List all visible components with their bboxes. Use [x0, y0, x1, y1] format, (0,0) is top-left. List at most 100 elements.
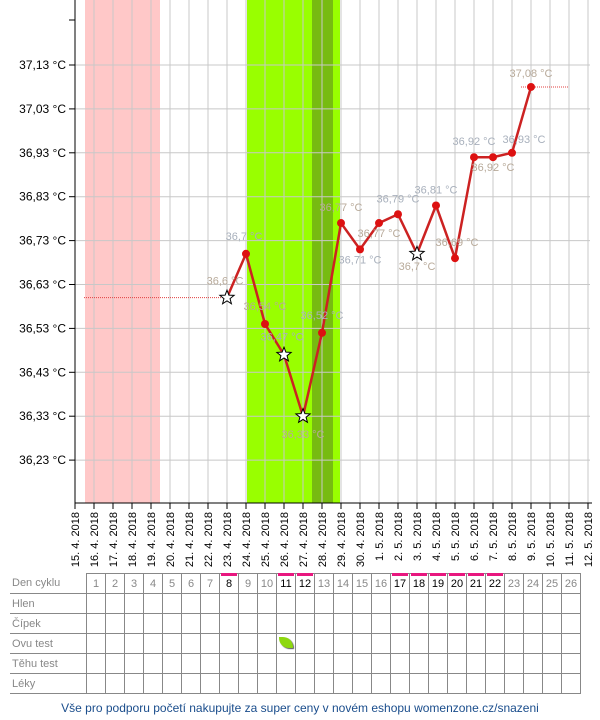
table-cell[interactable] [466, 673, 486, 694]
table-cell[interactable] [561, 613, 581, 634]
cycle-day[interactable]: 22 [485, 573, 505, 594]
table-cell[interactable] [352, 613, 372, 634]
cycle-day[interactable]: 18 [409, 573, 429, 594]
table-cell[interactable] [295, 613, 315, 634]
table-cell[interactable] [181, 633, 201, 654]
table-cell[interactable] [390, 613, 410, 634]
cycle-day[interactable]: 13 [314, 573, 334, 594]
table-cell[interactable] [181, 613, 201, 634]
cycle-day[interactable]: 21 [466, 573, 486, 594]
table-cell[interactable] [447, 673, 467, 694]
table-cell[interactable] [257, 653, 277, 674]
cycle-day[interactable]: 2 [105, 573, 125, 594]
table-cell[interactable] [371, 653, 391, 674]
table-cell[interactable] [105, 613, 125, 634]
table-cell[interactable] [314, 613, 334, 634]
table-cell[interactable] [561, 633, 581, 654]
table-cell[interactable] [485, 613, 505, 634]
table-cell[interactable] [162, 653, 182, 674]
table-cell[interactable] [295, 633, 315, 654]
table-cell[interactable] [86, 653, 106, 674]
table-cell[interactable] [162, 673, 182, 694]
table-cell[interactable] [238, 593, 258, 614]
table-cell[interactable] [352, 673, 372, 694]
table-cell[interactable] [257, 673, 277, 694]
table-cell[interactable] [466, 653, 486, 674]
table-cell[interactable] [276, 653, 296, 674]
table-cell[interactable] [561, 653, 581, 674]
table-cell[interactable] [86, 673, 106, 694]
cycle-day[interactable]: 4 [143, 573, 163, 594]
table-cell[interactable] [200, 653, 220, 674]
table-cell[interactable] [523, 653, 543, 674]
table-cell[interactable] [542, 633, 562, 654]
table-cell[interactable] [485, 593, 505, 614]
table-cell[interactable] [200, 593, 220, 614]
table-cell[interactable] [447, 593, 467, 614]
cycle-day[interactable]: 3 [124, 573, 144, 594]
table-cell[interactable] [523, 593, 543, 614]
table-cell[interactable] [466, 633, 486, 654]
table-cell[interactable] [295, 593, 315, 614]
table-cell[interactable] [181, 653, 201, 674]
table-cell[interactable] [314, 673, 334, 694]
table-cell[interactable] [295, 653, 315, 674]
table-cell[interactable] [200, 673, 220, 694]
table-cell[interactable] [409, 633, 429, 654]
table-cell[interactable] [162, 593, 182, 614]
table-cell[interactable] [295, 673, 315, 694]
table-cell[interactable] [485, 633, 505, 654]
cycle-day[interactable]: 1 [86, 573, 106, 594]
table-cell[interactable] [542, 653, 562, 674]
table-cell[interactable] [276, 673, 296, 694]
table-cell[interactable] [371, 613, 391, 634]
table-cell[interactable] [428, 633, 448, 654]
table-cell[interactable] [333, 633, 353, 654]
table-cell[interactable] [485, 653, 505, 674]
table-cell[interactable] [542, 673, 562, 694]
table-cell[interactable] [143, 593, 163, 614]
table-cell[interactable] [105, 673, 125, 694]
cycle-day[interactable]: 15 [352, 573, 372, 594]
table-cell[interactable] [276, 613, 296, 634]
table-cell[interactable] [105, 653, 125, 674]
table-cell[interactable] [219, 593, 239, 614]
table-cell[interactable] [181, 673, 201, 694]
table-cell[interactable] [523, 633, 543, 654]
table-cell[interactable] [86, 633, 106, 654]
table-cell[interactable] [409, 673, 429, 694]
table-cell[interactable] [409, 593, 429, 614]
table-cell[interactable] [390, 633, 410, 654]
cycle-day[interactable]: 8 [219, 573, 239, 594]
table-cell[interactable] [542, 613, 562, 634]
table-cell[interactable] [124, 593, 144, 614]
table-cell[interactable] [542, 593, 562, 614]
table-cell[interactable] [333, 653, 353, 674]
cycle-day[interactable]: 19 [428, 573, 448, 594]
table-cell[interactable] [257, 613, 277, 634]
table-cell[interactable] [238, 653, 258, 674]
cycle-day[interactable]: 9 [238, 573, 258, 594]
table-cell[interactable] [409, 653, 429, 674]
table-cell[interactable] [143, 653, 163, 674]
cycle-day[interactable]: 5 [162, 573, 182, 594]
table-cell[interactable] [124, 633, 144, 654]
table-cell[interactable] [561, 673, 581, 694]
table-cell[interactable] [390, 653, 410, 674]
table-cell[interactable] [466, 613, 486, 634]
table-cell[interactable] [219, 633, 239, 654]
table-cell[interactable] [352, 653, 372, 674]
table-cell[interactable] [485, 673, 505, 694]
cycle-day[interactable]: 25 [542, 573, 562, 594]
table-cell[interactable] [181, 593, 201, 614]
table-cell[interactable] [162, 613, 182, 634]
table-cell[interactable] [143, 613, 163, 634]
table-cell[interactable] [447, 613, 467, 634]
table-cell[interactable] [219, 673, 239, 694]
table-cell[interactable] [523, 673, 543, 694]
table-cell[interactable] [143, 673, 163, 694]
cycle-day[interactable]: 16 [371, 573, 391, 594]
table-cell[interactable] [504, 593, 524, 614]
table-cell[interactable] [200, 633, 220, 654]
table-cell[interactable] [504, 633, 524, 654]
